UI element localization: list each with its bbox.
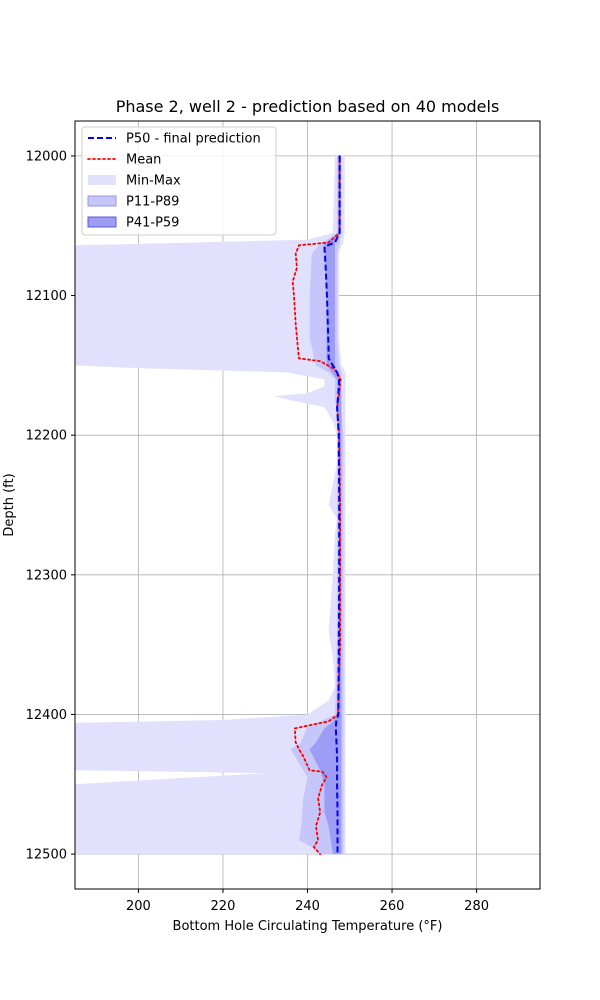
plot-series	[75, 155, 346, 855]
axis-ticks: 200 220 240 260 280 12000 12100 12200 12300 12400…	[26, 149, 489, 914]
legend-label-p41-p59: P41-P59	[126, 216, 179, 231]
chart-title: Phase 2, well 2 - prediction based on 40…	[116, 97, 500, 116]
band-min-max	[75, 155, 346, 855]
y-tick-label: 12300	[26, 568, 67, 583]
x-axis-title: Bottom Hole Circulating Temperature (°F)	[173, 919, 443, 934]
x-tick-label: 260	[380, 899, 405, 914]
y-tick-label: 12500	[26, 848, 67, 863]
legend-label-p50-final-prediction: P50 - final prediction	[126, 132, 261, 147]
legend-swatch-p41-p59	[87, 216, 117, 228]
legend-label-p11-p89: P11-P89	[126, 195, 179, 210]
y-tick-label: 12200	[26, 429, 67, 444]
x-tick-label: 280	[464, 899, 489, 914]
y-tick-label: 12100	[26, 289, 67, 304]
legend-swatch-p11-p89	[87, 195, 117, 207]
x-tick-label: 240	[295, 899, 320, 914]
legend-swatch-min-max	[88, 175, 116, 185]
y-tick-label: 12400	[26, 708, 67, 723]
x-tick-label: 220	[211, 899, 236, 914]
band-p41-p59	[309, 155, 342, 855]
legend-label-min-max: Min-Max	[126, 174, 181, 189]
y-axis-title: Depth (ft)	[2, 473, 17, 536]
legend: P50 - final prediction Mean Min-Max P11-P89…	[81, 126, 277, 236]
p50-line	[323, 155, 341, 855]
legend-box	[81, 126, 277, 236]
y-tick-label: 12000	[26, 149, 67, 164]
legend-label-mean: Mean	[126, 153, 161, 168]
x-tick-label: 200	[126, 899, 151, 914]
